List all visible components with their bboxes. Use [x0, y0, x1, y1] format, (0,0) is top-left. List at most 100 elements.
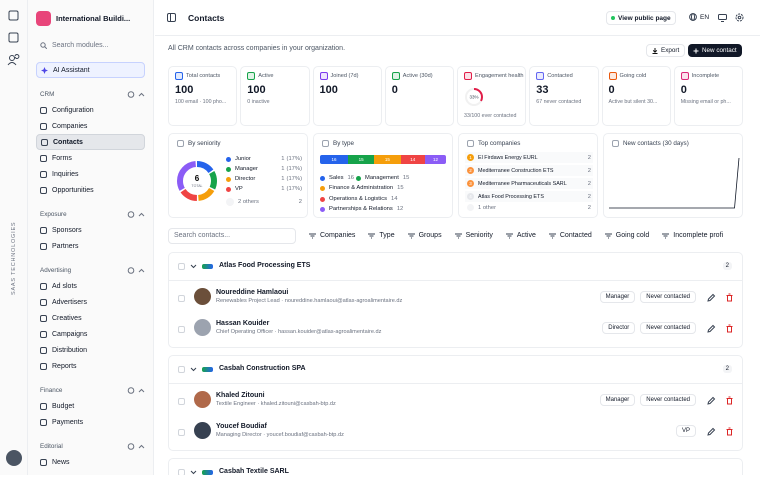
delete-icon[interactable] — [725, 324, 734, 333]
nav-item[interactable]: Opportunities — [36, 182, 145, 198]
ai-icon — [41, 66, 48, 74]
nav-item[interactable]: Creatives — [36, 310, 145, 326]
group-checkbox[interactable] — [178, 366, 185, 373]
nav-item[interactable]: Campaigns — [36, 326, 145, 342]
company-row: 4 Atlas Food Processing ETS 2 — [465, 191, 593, 202]
nav-item[interactable]: Reports — [36, 358, 145, 374]
nav-item[interactable]: News — [36, 454, 145, 470]
filter-glyph — [662, 233, 670, 238]
new-contact-button[interactable]: New contact — [688, 44, 742, 57]
row-checkbox[interactable] — [178, 429, 185, 436]
kpi-label: Total contacts — [186, 73, 221, 79]
kpi-note: Missing email or ph... — [680, 99, 731, 105]
ai-assistant[interactable]: AI Assistant — [36, 62, 145, 78]
group-checkbox[interactable] — [178, 263, 185, 270]
calendar-icon[interactable] — [8, 32, 19, 43]
contact-name[interactable]: Hassan Kouider — [216, 320, 270, 327]
delete-icon[interactable] — [725, 396, 734, 405]
nav-item[interactable]: Configuration — [36, 102, 145, 118]
contact-name[interactable]: Youcef Boudiaf — [216, 423, 267, 430]
delete-icon[interactable] — [725, 427, 734, 436]
kpi-icon — [536, 72, 545, 80]
public-page-link[interactable]: View public page — [606, 11, 676, 25]
group-checkbox[interactable] — [178, 469, 185, 475]
display-icon[interactable] — [718, 14, 727, 22]
nav-icon — [40, 170, 47, 178]
nav-item[interactable]: Partners — [36, 238, 145, 254]
filter-button[interactable]: Going cold — [604, 232, 649, 239]
user-avatar[interactable] — [6, 450, 22, 466]
nav-item[interactable]: Payments — [36, 414, 145, 430]
nav-item[interactable]: Ad slots — [36, 278, 145, 294]
contact-search[interactable]: Search contacts... — [168, 227, 296, 244]
nav-icon — [40, 282, 47, 290]
kpi-header: Engagement health — [464, 72, 526, 80]
workspace-switcher[interactable]: International Buildi... — [36, 8, 145, 28]
nav-item[interactable]: Companies — [36, 118, 145, 134]
nav-section: Exposure Sponsors Partners — [36, 206, 145, 254]
section-header[interactable]: Exposure — [36, 206, 145, 222]
expand-chevron — [190, 264, 197, 269]
section-header[interactable]: Finance — [36, 382, 145, 398]
nav: CRM Configuration Companies Contacts Forms In… — [36, 86, 145, 470]
row-checkbox[interactable] — [178, 398, 185, 405]
info-icon — [127, 442, 135, 450]
filter-button[interactable]: Seniority — [454, 232, 493, 239]
collapse-icon — [138, 92, 145, 96]
seniority-count: 1 — [281, 176, 285, 182]
nav-item[interactable]: Forms — [36, 150, 145, 166]
section-header[interactable]: CRM — [36, 86, 145, 102]
section-header[interactable]: Advertising — [36, 262, 145, 278]
kpi-value: 100 — [319, 84, 338, 96]
nav-item[interactable]: Sponsors — [36, 222, 145, 238]
settings-icon[interactable] — [735, 13, 744, 22]
module-search[interactable]: Search modules... — [36, 37, 145, 53]
edit-icon[interactable] — [707, 293, 716, 302]
type-bar: 16 15 15 14 12 — [320, 155, 446, 164]
contact-badges: VP — [675, 425, 734, 437]
row-checkbox[interactable] — [178, 326, 185, 333]
filter-button[interactable]: Companies — [309, 232, 355, 239]
people-icon[interactable] — [9, 55, 15, 61]
status-badge: Never contacted — [640, 322, 696, 334]
contact-badges: Manager Never contacted — [599, 394, 734, 406]
nav-item[interactable]: Advertisers — [36, 294, 145, 310]
delete-icon[interactable] — [725, 293, 734, 302]
filter-button[interactable]: Contacted — [548, 232, 592, 239]
card-title-text: By seniority — [188, 140, 221, 147]
nav-item[interactable]: Budget — [36, 398, 145, 414]
nav-item[interactable]: Distribution — [36, 342, 145, 358]
nav-section: Finance Budget Payments — [36, 382, 145, 430]
contact-name[interactable]: Khaled Zitouni — [216, 392, 265, 399]
nav-item[interactable]: Inquiries — [36, 166, 145, 182]
edit-icon[interactable] — [707, 396, 716, 405]
type-name: Operations & Logistics — [329, 196, 387, 202]
sidebar-toggle[interactable] — [167, 13, 176, 22]
dashboard-icon[interactable] — [8, 10, 19, 21]
filter-button[interactable]: Type — [368, 232, 395, 239]
contact-badges: Manager Never contacted — [599, 291, 734, 303]
language-switcher[interactable]: EN — [689, 13, 709, 21]
info-icon — [127, 386, 135, 394]
company-rank: 2 — [467, 167, 474, 174]
group-divider — [169, 383, 742, 384]
filter-button[interactable]: Groups — [407, 232, 442, 239]
row-checkbox[interactable] — [178, 295, 185, 302]
nav-icon — [40, 242, 47, 250]
kpi-card: Total contacts 100 100 email · 100 pho... — [168, 66, 238, 126]
kpi-note: Active but silent 30... — [608, 99, 658, 105]
edit-icon[interactable] — [707, 427, 716, 436]
filter-button[interactable]: Active — [505, 232, 536, 239]
kpi-header: Going cold — [608, 72, 671, 80]
edit-icon[interactable] — [707, 324, 716, 333]
nav-section: CRM Configuration Companies Contacts Forms In… — [36, 86, 145, 198]
group-count: 2 — [722, 262, 732, 270]
status-badge: Never contacted — [640, 291, 696, 303]
nav-item[interactable]: Contacts — [36, 134, 145, 150]
export-button[interactable]: Export — [646, 44, 686, 57]
section-header[interactable]: Editorial — [36, 438, 145, 454]
contact-name[interactable]: Noureddine Hamlaoui — [216, 289, 289, 296]
kpi-card: Engagement health 33% 33/100 ever contacte… — [457, 66, 527, 126]
filter-button[interactable]: Incomplete profi — [662, 232, 723, 239]
